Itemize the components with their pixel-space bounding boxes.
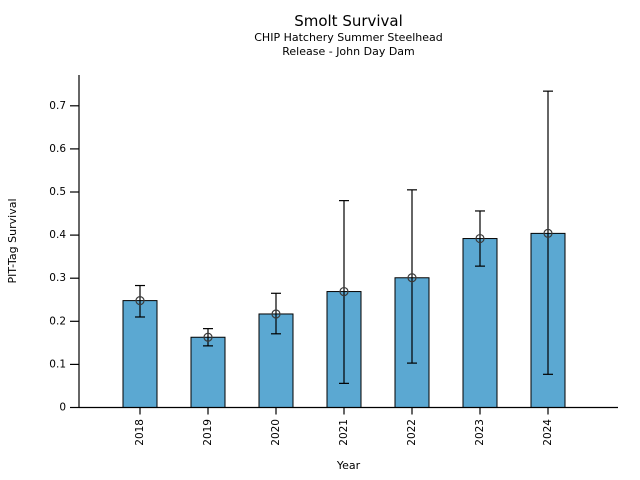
y-tick-label: 0.7 xyxy=(49,100,66,112)
y-tick-label: 0.6 xyxy=(49,143,66,155)
x-tick-label: 2024 xyxy=(542,419,554,446)
x-tick-label: 2018 xyxy=(134,419,146,446)
bar-2018 xyxy=(122,300,158,408)
marker-2021 xyxy=(339,286,349,297)
y-tick-label: 0.1 xyxy=(49,358,66,370)
marker-2018 xyxy=(135,296,145,306)
marker-2020 xyxy=(271,309,281,319)
marker-2019 xyxy=(203,332,213,342)
y-tick-label: 0 xyxy=(59,402,66,414)
y-tick-label: 0.3 xyxy=(49,272,66,284)
marker-2022 xyxy=(407,273,417,283)
marker-2024 xyxy=(543,228,553,238)
x-tick-label: 2019 xyxy=(202,419,214,446)
x-tick-label: 2021 xyxy=(338,419,350,446)
x-axis-label: Year xyxy=(336,459,361,472)
x-tick-label: 2022 xyxy=(406,419,418,446)
y-tick-label: 0.5 xyxy=(49,186,66,198)
chart-subtitle-line1: CHIP Hatchery Summer Steelhead xyxy=(254,31,443,44)
y-axis-label: PIT-Tag Survival xyxy=(6,198,19,284)
x-tick-label: 2023 xyxy=(474,419,486,446)
chart-subtitle-line2: Release - John Day Dam xyxy=(282,45,415,58)
marker-2023 xyxy=(475,233,485,244)
y-tick-label: 0.2 xyxy=(49,315,66,327)
chart-title: Smolt Survival xyxy=(294,12,403,30)
bar-2019 xyxy=(190,336,226,409)
x-tick-label: 2020 xyxy=(270,419,282,446)
y-tick-label: 0.4 xyxy=(49,229,66,241)
